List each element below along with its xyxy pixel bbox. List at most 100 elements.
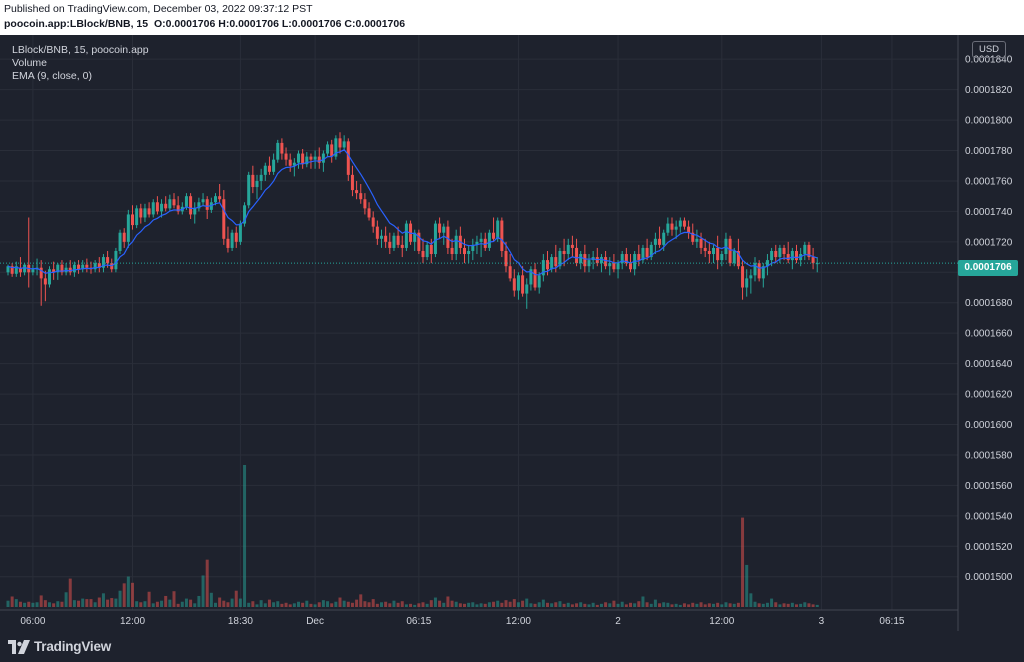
volume-bar (641, 596, 645, 607)
price-tick-label: 0.0001820 (965, 85, 1013, 96)
chart-panel[interactable]: 0.0001840 0.0001820 0.0001800 0.0001780 0.00… (0, 35, 1024, 662)
candle-body (43, 278, 47, 285)
ohlc-close: C:0.0001706 (344, 18, 406, 30)
candle-body (691, 232, 695, 242)
volume-bar (81, 598, 85, 607)
volume-bar (782, 603, 786, 607)
candle-body (77, 264, 81, 270)
volume-bar (765, 602, 769, 607)
candle-body (790, 250, 794, 261)
price-tick-label: 0.0001660 (965, 329, 1013, 340)
volume-bar (599, 603, 603, 607)
volume-bar (238, 598, 242, 607)
volume-bar (541, 599, 545, 607)
candle-body (238, 223, 242, 242)
candle-body (10, 266, 14, 274)
candle-body (126, 214, 130, 242)
candle-body (330, 144, 334, 157)
candle-body (288, 159, 292, 166)
candle-body (267, 165, 271, 172)
volume-bar (14, 599, 18, 607)
volume-bar (487, 602, 491, 607)
time-tick-label: 12:00 (506, 616, 531, 627)
candle-body (417, 232, 421, 251)
candle-body (118, 232, 122, 251)
volume-bar (512, 599, 516, 607)
candle-body (81, 264, 85, 270)
volume-bar (160, 600, 164, 607)
volume-bar (243, 465, 247, 607)
volume-bar (143, 601, 147, 607)
volume-bar (670, 604, 674, 607)
candle-body (674, 226, 678, 230)
candlestick-chart[interactable]: 0.0001840 0.0001820 0.0001800 0.0001780 0.00… (0, 35, 1024, 662)
volume-bar (396, 602, 400, 607)
candle-body (770, 250, 774, 261)
volume-bar (267, 599, 271, 607)
published-caption: Published on TradingView.com, December 0… (4, 3, 313, 15)
volume-bar (193, 603, 197, 607)
candle-body (695, 238, 699, 242)
brand-text: TradingView (34, 639, 112, 654)
candle-body (243, 205, 247, 224)
volume-bar (546, 602, 549, 607)
candle-body (637, 254, 641, 261)
volume-bar (562, 603, 566, 607)
candle-body (155, 202, 159, 212)
volume-bar (496, 600, 500, 607)
legend-title[interactable]: LBlock/BNB, 15, poocoin.app (12, 44, 149, 56)
candle-body (537, 275, 541, 288)
candle-body (483, 238, 487, 248)
legend-volume[interactable]: Volume (12, 57, 48, 69)
time-tick-label: Dec (306, 616, 324, 627)
candle-body (624, 254, 628, 264)
price-tick-label: 0.0001720 (965, 237, 1013, 248)
volume-bar (425, 603, 429, 607)
candle-body (72, 264, 76, 273)
volume-bar (155, 601, 159, 607)
candle-body (454, 235, 458, 255)
legend-ema[interactable]: EMA (9, close, 0) (12, 70, 92, 82)
candle-body (450, 247, 454, 255)
volume-bar (101, 593, 105, 607)
volume-bar (317, 602, 321, 607)
price-tick-label: 0.0001620 (965, 390, 1013, 401)
volume-bar (550, 603, 554, 607)
ohlc-open: O:0.0001706 (154, 18, 216, 30)
volume-bar (633, 603, 637, 607)
volume-bar (537, 602, 541, 607)
tradingview-brand[interactable]: TradingView (8, 639, 111, 654)
candle-body (670, 223, 674, 230)
candle-body (467, 250, 471, 255)
volume-bar (230, 598, 234, 607)
price-tick-label: 0.0001560 (965, 481, 1013, 492)
candle-body (745, 278, 749, 288)
candle-body (558, 250, 562, 267)
candle-body (172, 199, 176, 206)
volume-bar (629, 602, 632, 607)
currency-button[interactable]: USD (972, 41, 1006, 58)
volume-bar (64, 592, 68, 607)
volume-bar (749, 593, 753, 607)
candle-body (703, 247, 707, 251)
candle-body (504, 250, 508, 267)
volume-bar (355, 599, 359, 607)
last-price-tag: 0.0001706 (958, 260, 1018, 276)
time-tick-label: 06:15 (879, 616, 904, 627)
candle-body (14, 266, 18, 274)
candle-body (363, 199, 367, 209)
volume-bar (409, 603, 413, 607)
candle-body (463, 247, 466, 255)
volume-bar (313, 604, 317, 607)
volume-bar (259, 600, 263, 607)
candle-body (147, 208, 151, 215)
volume-bar (583, 603, 587, 607)
volume-bar (504, 600, 508, 607)
time-tick-label: 06:15 (406, 616, 431, 627)
volume-bar (687, 604, 691, 607)
volume-bar (479, 603, 483, 607)
volume-bar (255, 604, 259, 607)
candle-body (786, 254, 790, 261)
volume-bar (778, 604, 782, 607)
volume-bar (263, 603, 267, 607)
